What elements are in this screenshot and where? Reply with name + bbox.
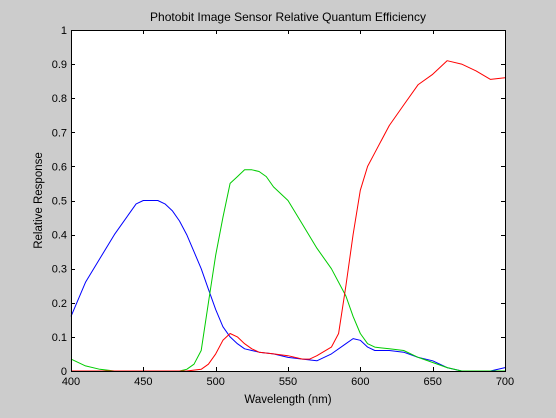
x-tick-label: 550 xyxy=(279,376,297,388)
y-axis: 0 0.1 0.2 0.3 0.4 0.5 0.6 0.7 0.8 0.9 1 xyxy=(52,25,505,378)
x-axis-label: Wavelength (nm) xyxy=(244,394,331,406)
y-tick-label: 0.3 xyxy=(52,264,67,276)
x-tick-label: 600 xyxy=(351,376,369,388)
y-tick-label: 0.2 xyxy=(52,298,67,310)
y-tick-label: 0.5 xyxy=(52,196,67,208)
series-line-3 xyxy=(71,60,506,372)
y-tick-label: 0.6 xyxy=(52,161,67,173)
x-tick-label: 450 xyxy=(134,376,152,388)
x-tick-label: 500 xyxy=(206,376,224,388)
y-tick-label: 1 xyxy=(61,25,67,37)
y-tick-label: 0.9 xyxy=(52,59,67,71)
series-line-1 xyxy=(70,200,506,372)
y-tick-label: 0.4 xyxy=(52,230,67,242)
y-tick-label: 0 xyxy=(61,366,67,378)
y-tick-label: 0.8 xyxy=(52,93,67,105)
x-axis: 400 450 500 550 600 650 700 xyxy=(62,30,514,388)
chart-title: Photobit Image Sensor Relative Quantum E… xyxy=(150,10,426,24)
y-tick-label: 0.1 xyxy=(52,332,67,344)
x-tick-label: 650 xyxy=(423,376,441,388)
x-tick-label: 700 xyxy=(496,376,514,388)
y-tick-label: 0.7 xyxy=(52,127,67,139)
y-axis-label: Relative Response xyxy=(33,152,45,249)
x-tick-label: 400 xyxy=(62,376,80,388)
